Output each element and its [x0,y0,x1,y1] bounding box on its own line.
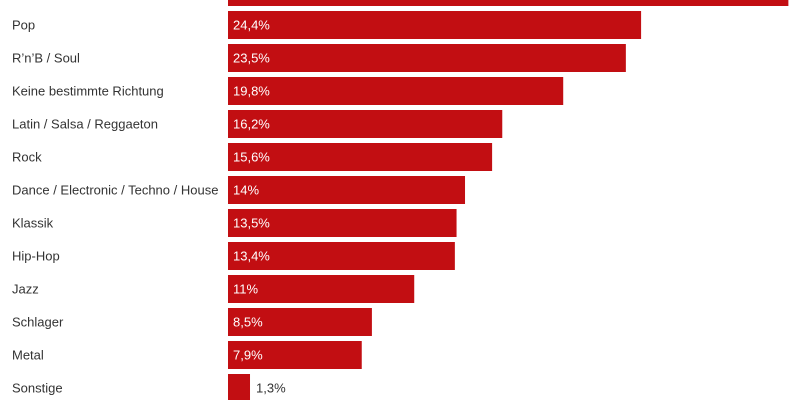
category-label: Metal [12,347,44,362]
bar [228,0,789,6]
bar [228,374,251,400]
bar [228,77,564,105]
bar [228,308,372,336]
category-label: Keine bestimmte Richtung [12,83,164,98]
value-label: 13,5% [233,215,270,230]
value-label: 1,3% [256,380,286,395]
bar [228,275,415,303]
value-label: 19,8% [233,83,270,98]
category-label: Schlager [12,314,64,329]
value-label: 16,2% [233,116,270,131]
bar [228,11,642,39]
bar [228,44,626,72]
value-label: 8,5% [233,314,263,329]
value-label: 7,9% [233,347,263,362]
bar [228,110,503,138]
value-label: 23,5% [233,50,270,65]
bar [228,242,455,270]
bar [228,209,457,237]
value-label: 11% [233,281,258,296]
category-label: Dance / Electronic / Techno / House [12,182,218,197]
category-label: Klassik [12,215,54,230]
bar [228,143,493,171]
category-label: Latin / Salsa / Reggaeton [12,116,158,131]
category-label: Hip-Hop [12,248,60,263]
category-label: Jazz [12,281,39,296]
value-label: 13,4% [233,248,270,263]
category-label: Sonstige [12,380,63,395]
value-label: 14% [233,182,259,197]
bar [228,341,362,369]
category-label: Pop [12,17,35,32]
category-label: R’n’B / Soul [12,50,80,65]
value-label: 24,4% [233,17,270,32]
category-label: Rock [12,149,42,164]
bar [228,176,466,204]
value-label: 15,6% [233,149,270,164]
